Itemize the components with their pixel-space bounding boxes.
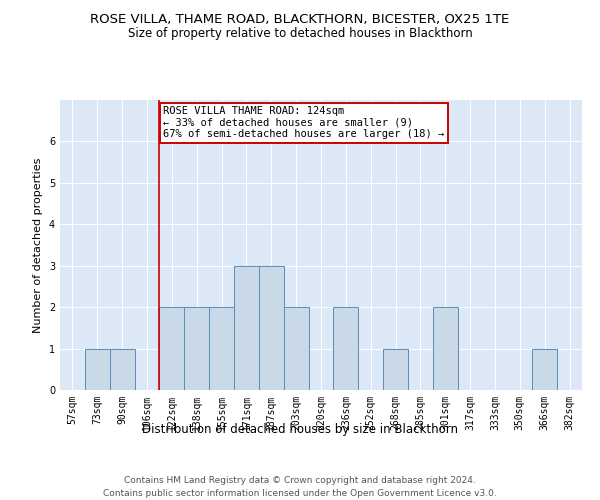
Bar xyxy=(383,348,408,390)
Bar xyxy=(532,348,557,390)
Text: ROSE VILLA, THAME ROAD, BLACKTHORN, BICESTER, OX25 1TE: ROSE VILLA, THAME ROAD, BLACKTHORN, BICE… xyxy=(91,12,509,26)
Bar xyxy=(334,307,358,390)
Bar xyxy=(284,307,308,390)
Text: Contains HM Land Registry data © Crown copyright and database right 2024.: Contains HM Land Registry data © Crown c… xyxy=(124,476,476,485)
Bar xyxy=(234,266,259,390)
Text: Size of property relative to detached houses in Blackthorn: Size of property relative to detached ho… xyxy=(128,28,472,40)
Bar xyxy=(85,348,110,390)
Y-axis label: Number of detached properties: Number of detached properties xyxy=(34,158,43,332)
Bar xyxy=(184,307,209,390)
Text: ROSE VILLA THAME ROAD: 124sqm
← 33% of detached houses are smaller (9)
67% of se: ROSE VILLA THAME ROAD: 124sqm ← 33% of d… xyxy=(163,106,445,140)
Text: Contains public sector information licensed under the Open Government Licence v3: Contains public sector information licen… xyxy=(103,489,497,498)
Bar xyxy=(209,307,234,390)
Bar xyxy=(433,307,458,390)
Bar xyxy=(259,266,284,390)
Text: Distribution of detached houses by size in Blackthorn: Distribution of detached houses by size … xyxy=(142,422,458,436)
Bar xyxy=(110,348,134,390)
Bar xyxy=(160,307,184,390)
